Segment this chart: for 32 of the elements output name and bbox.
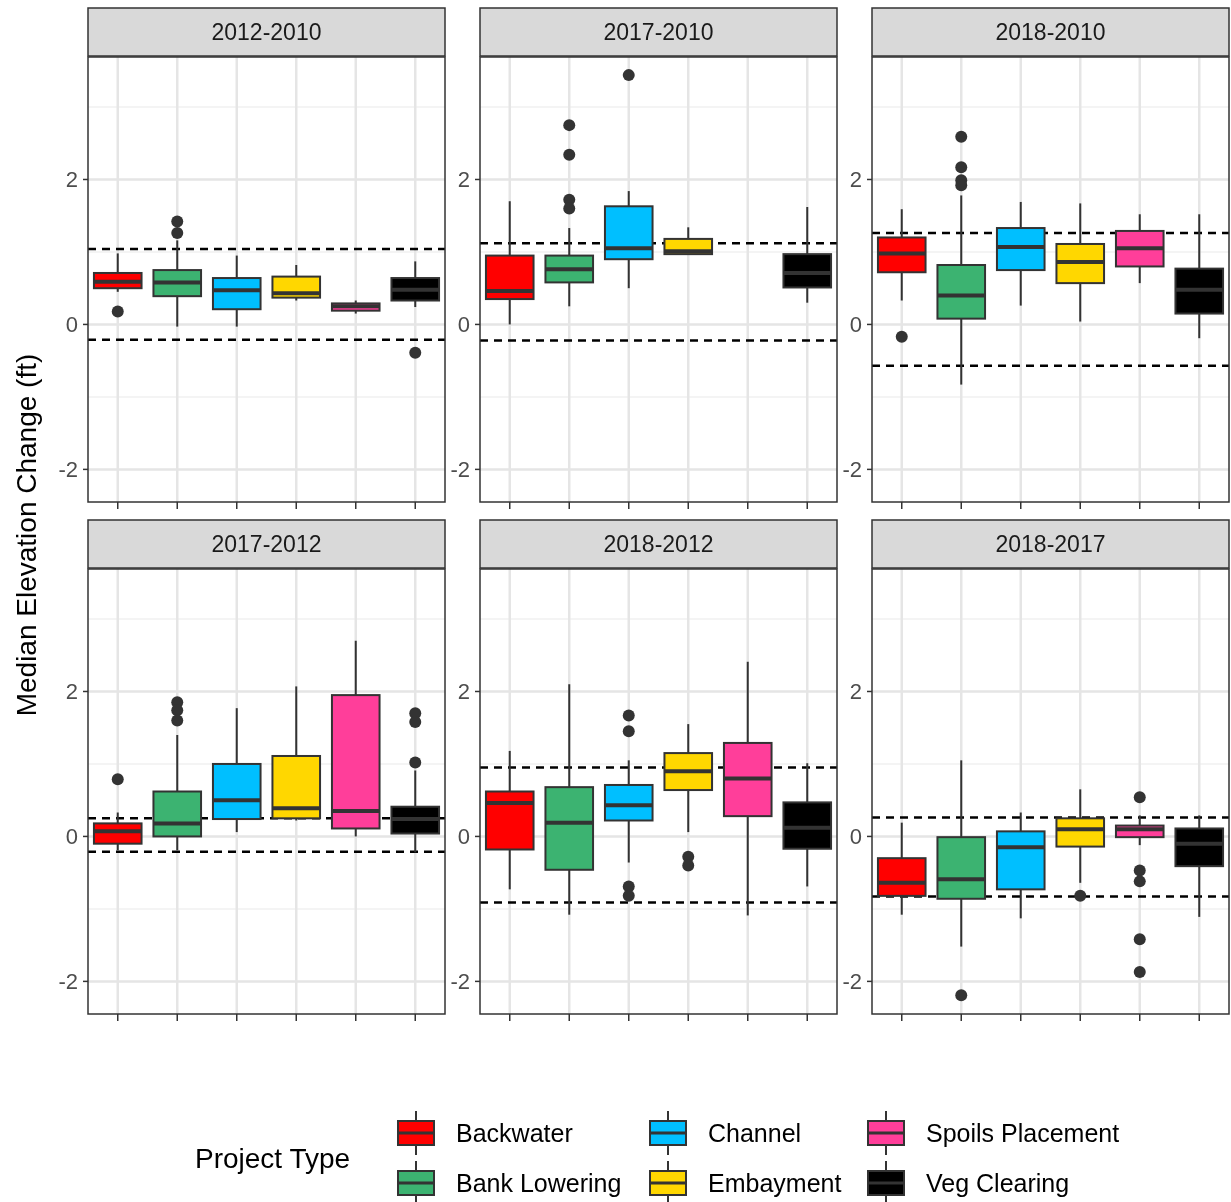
legend-label: Embayment <box>708 1169 842 1197</box>
y-tick-label: 0 <box>65 312 78 338</box>
chart-title: 2018-2017 <box>995 531 1106 557</box>
y-tick-label: 2 <box>849 167 862 193</box>
y-tick-label: 2 <box>65 167 78 193</box>
legend-label: Veg Clearing <box>926 1169 1070 1197</box>
y-tick-label: -2 <box>842 969 862 995</box>
y-tick-label: -2 <box>58 969 78 995</box>
chart-title: 2012-2010 <box>211 19 322 45</box>
chart-title: 2018-2010 <box>995 19 1106 45</box>
legend-label: Backwater <box>456 1119 573 1147</box>
legend-label: Channel <box>708 1119 802 1147</box>
y-tick-label: 0 <box>65 824 78 850</box>
y-tick-label: 2 <box>457 167 470 193</box>
legend-title: Project Type <box>195 1143 351 1174</box>
chart-title: 2018-2012 <box>603 531 714 557</box>
legend-label: Spoils Placement <box>926 1119 1120 1147</box>
y-tick-label: 2 <box>457 679 470 705</box>
y-tick-label: -2 <box>450 969 470 995</box>
y-tick-label: 0 <box>457 312 470 338</box>
chart-title: 2017-2010 <box>603 19 714 45</box>
legend-label: Bank Lowering <box>456 1169 622 1197</box>
y-tick-label: 0 <box>849 824 862 850</box>
y-tick-label: -2 <box>58 457 78 483</box>
y-tick-label: -2 <box>842 457 862 483</box>
y-tick-label: 2 <box>849 679 862 705</box>
y-tick-label: 0 <box>457 824 470 850</box>
y-axis-title: Median Elevation Change (ft) <box>11 353 42 717</box>
y-tick-label: 0 <box>849 312 862 338</box>
y-tick-label: -2 <box>450 457 470 483</box>
y-tick-label: 2 <box>65 679 78 705</box>
chart-title: 2017-2012 <box>211 531 322 557</box>
